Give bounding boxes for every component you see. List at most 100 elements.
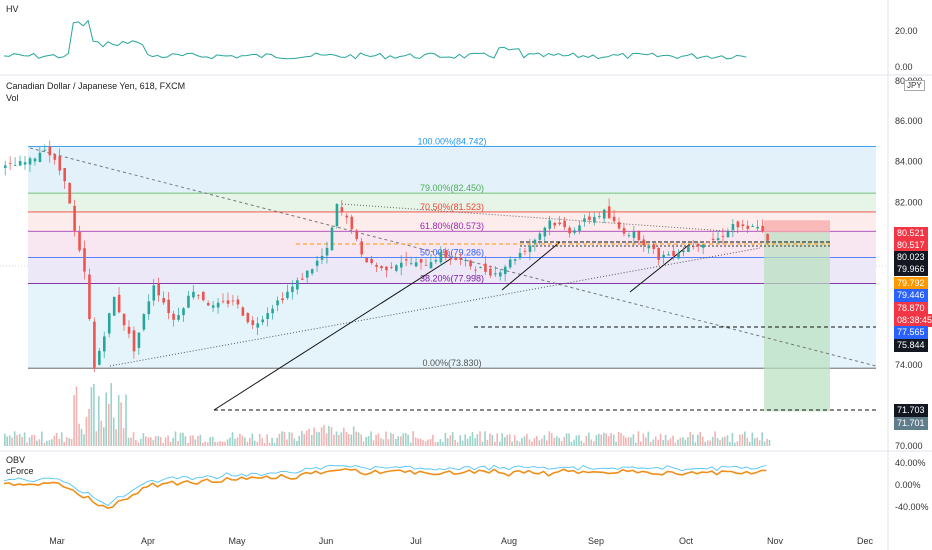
price-candle (657, 247, 660, 260)
price-candle (593, 216, 596, 223)
volume-bar (536, 435, 538, 446)
volume-bar (456, 442, 459, 446)
price-candle (508, 259, 512, 268)
volume-bar (731, 433, 734, 446)
price-candle (296, 280, 299, 290)
price-candle (607, 206, 611, 219)
position-target-zone (764, 232, 830, 412)
descending-dashed-trendline (29, 147, 877, 367)
volume-bar (48, 440, 51, 446)
volume-bar (117, 395, 120, 446)
volume-bar (120, 402, 122, 446)
ascending-dotted-trendline (109, 247, 761, 367)
volume-bar (377, 433, 380, 446)
volume-bar (442, 442, 444, 446)
volume-bar (454, 440, 456, 446)
volume-bar (328, 426, 330, 446)
price-candle (701, 244, 705, 248)
price-tag: 79.966 (894, 263, 928, 276)
volume-bar (461, 440, 464, 446)
hv-line (3, 19, 747, 60)
volume-bar (496, 433, 498, 446)
volume-bar (177, 441, 179, 446)
volume-bar (345, 432, 348, 446)
obv-axis-tick: -40.00% (895, 502, 929, 512)
currency-button[interactable]: JPY (904, 80, 925, 91)
volume-bar (251, 433, 254, 446)
price-candle (409, 263, 413, 265)
volume-bar (489, 433, 491, 446)
price-candle (652, 244, 656, 250)
volume-bar (323, 424, 325, 446)
volume-bar (600, 434, 602, 446)
price-candle (543, 227, 547, 237)
volume-bar (246, 441, 249, 446)
hv-axis-tick: 20.00 (895, 26, 918, 36)
volume-bar (404, 433, 407, 446)
price-candle (68, 183, 71, 204)
volume-bar (716, 438, 719, 446)
volume-bar (382, 439, 385, 446)
price-candle (617, 222, 621, 229)
volume-bar (93, 384, 95, 446)
volume-bar (672, 435, 674, 446)
volume-bar (598, 433, 600, 446)
price-candle (291, 286, 294, 293)
volume-bar (301, 430, 303, 446)
volume-bar (132, 432, 135, 446)
volume-bar (654, 436, 657, 446)
volume-bar (172, 437, 174, 446)
volume-bar (283, 431, 286, 446)
price-candle (93, 321, 96, 368)
price-candle (271, 308, 274, 314)
volume-bar (734, 442, 736, 446)
price-candle (400, 262, 403, 268)
price-candle (553, 222, 557, 226)
volume-bar (380, 438, 382, 446)
price-candle (370, 258, 373, 264)
volume-bar (174, 431, 177, 446)
volume-bar (699, 432, 701, 446)
price-candle (266, 313, 269, 319)
price-candle (711, 238, 715, 240)
volume-bar (414, 437, 417, 446)
price-candle (469, 260, 472, 267)
price-candle (320, 255, 324, 260)
price-candle (677, 253, 680, 259)
volume-bar (625, 437, 627, 446)
volume-bar (558, 437, 560, 446)
volume-bar (573, 439, 575, 446)
volume-bar (211, 436, 214, 446)
price-candle (286, 291, 289, 299)
volume-bar (159, 437, 162, 446)
price-candle (385, 266, 388, 271)
volume-bar (501, 433, 503, 446)
price-tag: 77.565 (894, 326, 928, 339)
volume-bar (689, 432, 692, 446)
volume-bar (261, 438, 263, 446)
volume-bar (95, 431, 98, 446)
price-candle (152, 285, 156, 301)
volume-bar (13, 431, 16, 446)
volume-bar (224, 441, 226, 446)
price-candle (741, 224, 745, 227)
volume-bar (508, 434, 511, 446)
volume-bar (543, 435, 546, 446)
price-candle (48, 146, 52, 156)
price-candle (365, 257, 368, 263)
volume-bar (632, 434, 635, 446)
volume-bar (16, 435, 18, 446)
volume-bar (580, 440, 583, 446)
volume-bar (219, 441, 221, 446)
price-candle (276, 300, 279, 306)
volume-bar (207, 442, 209, 446)
price-axis-tick: 82.000 (895, 197, 923, 207)
volume-bar (622, 435, 625, 446)
volume-bar (58, 438, 61, 446)
volume-bar (21, 437, 23, 446)
volume-bar (637, 431, 640, 446)
price-candle (127, 326, 131, 334)
volume-bar (422, 440, 424, 446)
volume-bar (674, 442, 677, 446)
price-tag: 08:38:45 (894, 314, 932, 327)
